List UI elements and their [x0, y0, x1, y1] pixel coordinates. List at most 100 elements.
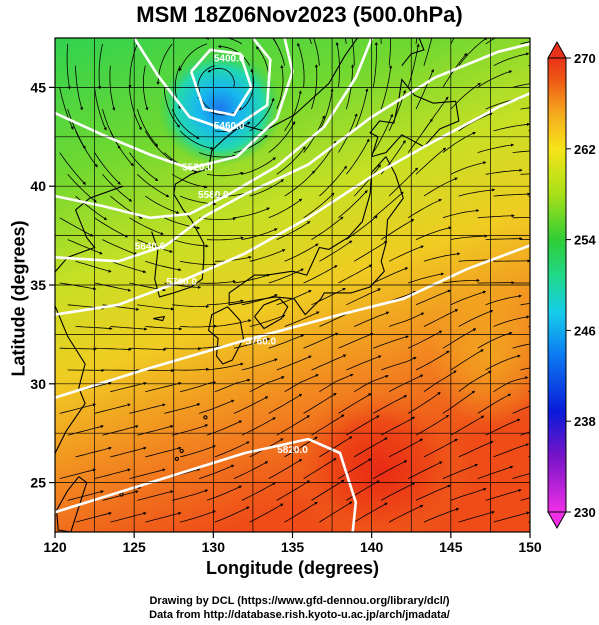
x-tick-label: 120: [43, 539, 67, 555]
streamline: [303, 458, 337, 479]
streamline: [311, 479, 345, 501]
streamline: [353, 502, 388, 523]
streamline: [110, 511, 147, 523]
streamline: [311, 287, 346, 306]
streamline: [206, 485, 243, 501]
streamline: [303, 192, 335, 219]
streamline: [233, 396, 269, 414]
y-axis: 25 30 35 40 45: [30, 79, 55, 491]
streamline: [311, 216, 344, 240]
streamline: [94, 152, 121, 185]
streamline: [493, 511, 530, 523]
streamline: [477, 465, 514, 479]
streamline: [241, 482, 276, 501]
streamline: [311, 64, 319, 110]
streamline: [179, 130, 214, 150]
streamline: [102, 490, 139, 501]
streamline: [477, 214, 515, 219]
streamline: [206, 362, 244, 371]
streamline: [373, 335, 409, 349]
streamline: [67, 239, 103, 255]
streamline: [249, 503, 284, 523]
x-axis-label: Longitude (degrees): [205, 558, 379, 578]
streamline: [380, 218, 415, 240]
streamline: [129, 403, 166, 414]
streamline: [338, 393, 372, 414]
streamline: [284, 90, 302, 132]
streamline: [303, 392, 337, 414]
streamline: [180, 380, 217, 393]
streamline: [75, 446, 112, 458]
streamline: [163, 87, 180, 128]
streamline: [67, 490, 104, 501]
streamline: [493, 192, 530, 197]
streamline: [458, 309, 494, 327]
streamline: [458, 510, 495, 523]
x-tick-label: 140: [360, 539, 384, 555]
streamline: [172, 367, 210, 371]
streamline: [407, 272, 445, 284]
streamline: [94, 468, 131, 479]
streamline: [338, 264, 373, 284]
streamline: [276, 290, 312, 306]
streamline: [450, 349, 484, 371]
streamline: [233, 337, 271, 349]
streamline: [214, 378, 251, 393]
colorbar-extend-max: [547, 40, 567, 59]
streamline: [311, 414, 345, 436]
streamline: [233, 461, 269, 479]
streamline: [520, 41, 530, 45]
streamline: [442, 209, 480, 219]
streamline: [94, 282, 132, 292]
streamline: [423, 370, 457, 393]
streamline: [249, 249, 286, 262]
colorbar-tick-label: 254: [574, 233, 596, 248]
streamline: [415, 414, 450, 436]
streamline: [233, 207, 270, 219]
streamline: [109, 65, 116, 111]
streamline: [415, 147, 447, 175]
streamline: [346, 355, 382, 371]
streamline: [458, 188, 496, 197]
streamline: [137, 490, 174, 501]
streamline: [241, 358, 278, 371]
streamline: [297, 42, 305, 88]
streamline: [415, 289, 452, 306]
streamline: [284, 170, 316, 197]
streamline: [423, 252, 461, 262]
streamline: [485, 489, 522, 501]
streamline: [75, 511, 112, 523]
streamline: [136, 108, 159, 147]
taiwan-coast: [56, 476, 88, 532]
streamline: [520, 367, 530, 371]
streamline: [485, 418, 521, 436]
streamline: [380, 65, 393, 110]
streamline: [206, 171, 244, 177]
streamline: [319, 240, 353, 262]
streamline: [214, 441, 250, 458]
streamline: [512, 83, 530, 88]
y-tick-label: 25: [30, 475, 46, 491]
y-axis-label: Latitude (degrees): [8, 220, 29, 377]
streamline: [338, 333, 374, 349]
streamline: [180, 510, 216, 523]
streamline: [233, 134, 268, 153]
streamline: [493, 122, 530, 132]
streamline: [268, 334, 305, 349]
streamline: [241, 417, 276, 436]
streamline: [67, 174, 97, 203]
streamline: [380, 38, 382, 44]
kyushu-coast: [207, 306, 244, 365]
streamline: [442, 131, 476, 153]
streamline: [485, 294, 522, 306]
height-contour: [55, 244, 530, 399]
streamline: [268, 459, 303, 479]
streamline: [450, 161, 487, 175]
streamline: [284, 311, 320, 327]
streamline: [172, 424, 209, 436]
streamline: [345, 64, 355, 110]
streamline: [442, 278, 480, 284]
streamline: [381, 482, 416, 501]
y-tick-label: 30: [30, 376, 46, 392]
